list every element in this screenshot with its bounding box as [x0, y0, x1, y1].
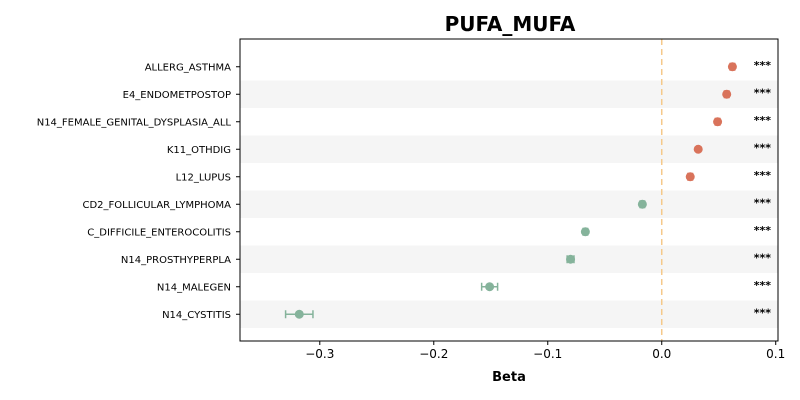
- y-tick-label: N14_PROSTHYPERPLA: [121, 255, 231, 266]
- y-tick-label: ALLERG_ASTHMA: [145, 62, 231, 73]
- data-point: [685, 172, 695, 182]
- data-point: [580, 227, 590, 237]
- significance-label: ***: [754, 224, 772, 237]
- data-point: [566, 254, 576, 264]
- significance-label: ***: [754, 86, 772, 99]
- y-tick-label: L12_LUPUS: [176, 172, 231, 183]
- x-axis-label: Beta: [492, 370, 526, 385]
- x-axis: −0.3 −0.2 −0.1 0.0 0.1: [305, 341, 785, 361]
- significance-label: ***: [754, 251, 772, 264]
- row-band: [240, 190, 778, 218]
- x-tick-label: −0.2: [419, 347, 448, 361]
- chart-title: PUFA_MUFA: [445, 12, 576, 36]
- data-point: [727, 62, 737, 72]
- significance-label: ***: [754, 169, 772, 182]
- significance-label: ***: [754, 141, 772, 154]
- data-point: [693, 144, 703, 154]
- data-point: [485, 282, 495, 292]
- plot-frame: [239, 38, 779, 342]
- data-point: [722, 89, 732, 99]
- significance-label: ***: [754, 279, 772, 292]
- x-tick-label: 0.0: [652, 347, 671, 361]
- data-point: [637, 199, 647, 209]
- data-point: [294, 309, 304, 319]
- row-band: [240, 135, 778, 163]
- row-bands: [240, 80, 778, 328]
- y-tick-label: CD2_FOLLICULAR_LYMPHOMA: [82, 200, 231, 211]
- row-band: [240, 80, 778, 108]
- x-tick-label: −0.1: [533, 347, 562, 361]
- x-tick-label: −0.3: [305, 347, 334, 361]
- y-tick-label: E4_ENDOMETPOSTOP: [123, 90, 231, 101]
- significance-label: ***: [754, 59, 772, 72]
- significance-label: ***: [754, 306, 772, 319]
- row-band: [240, 245, 778, 273]
- data-marks: *** *** *** *** *** *** *** *** *** ***: [284, 59, 772, 319]
- significance-label: ***: [754, 114, 772, 127]
- y-tick-label: C_DIFFICILE_ENTEROCOLITIS: [87, 227, 231, 238]
- row-band: [240, 300, 778, 328]
- y-tick-label: N14_MALEGEN: [157, 282, 231, 293]
- x-tick-label: 0.1: [766, 347, 785, 361]
- y-tick-label: N14_FEMALE_GENITAL_DYSPLASIA_ALL: [37, 117, 232, 128]
- y-tick-label: N14_CYSTITIS: [162, 310, 231, 321]
- data-point: [713, 117, 723, 127]
- y-axis-labels: ALLERG_ASTHMA E4_ENDOMETPOSTOP N14_FEMALE_…: [37, 62, 240, 321]
- significance-label: ***: [754, 196, 772, 209]
- y-tick-label: K11_OTHDIG: [167, 145, 231, 156]
